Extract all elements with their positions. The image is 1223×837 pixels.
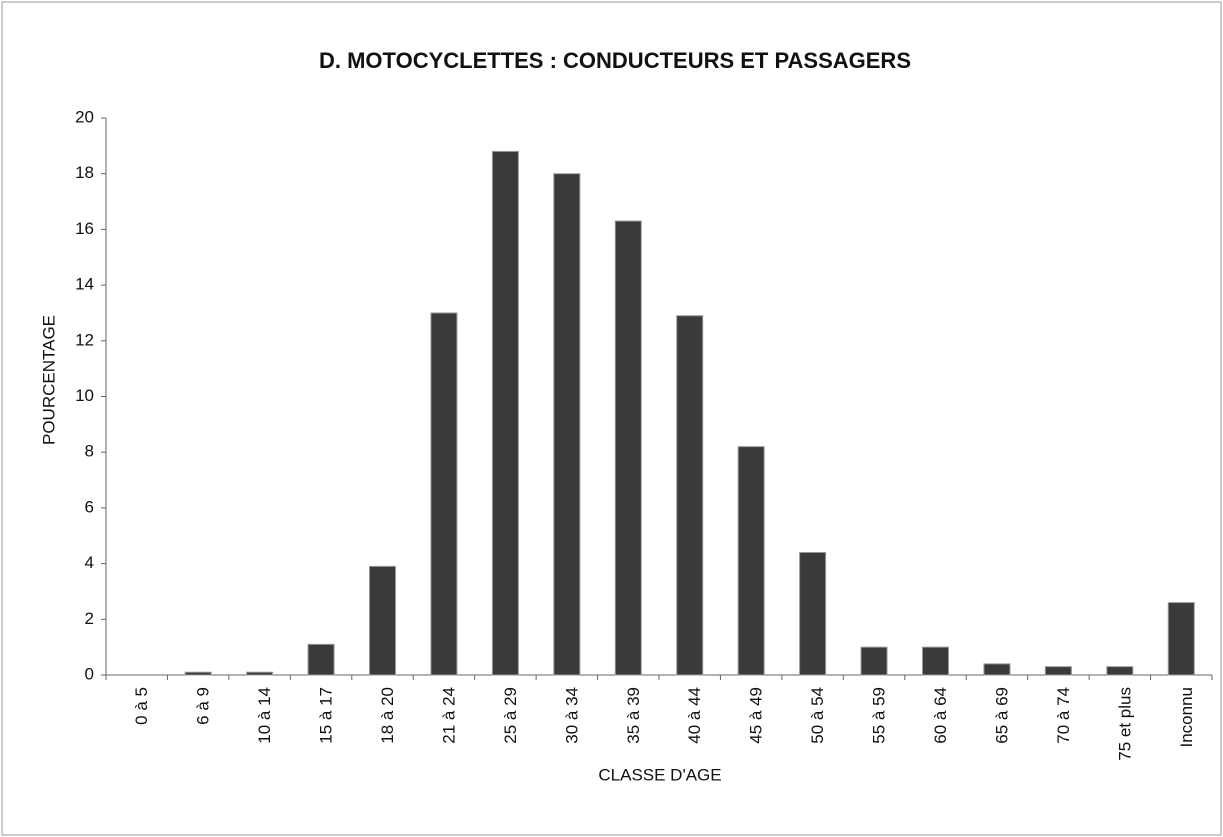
y-tick-label: 20	[75, 107, 94, 126]
bar	[676, 315, 704, 676]
bar	[922, 646, 949, 676]
x-tick-label: 6 à 9	[194, 687, 213, 725]
bar	[246, 671, 274, 676]
bar	[614, 220, 642, 676]
y-tick-label: 16	[75, 219, 94, 238]
y-tick-label: 18	[75, 163, 94, 182]
bar	[1167, 602, 1195, 676]
chart-title: D. MOTOCYCLETTES : CONDUCTEURS ET PASSAG…	[319, 48, 911, 73]
x-tick-label: 0 à 5	[132, 687, 151, 725]
bar	[430, 312, 458, 676]
x-tick-label: 60 à 64	[931, 687, 950, 744]
y-axis-title: POURCENTAGE	[39, 315, 58, 445]
bar	[307, 643, 335, 676]
y-tick-label: 8	[85, 442, 94, 461]
bar	[737, 446, 765, 676]
x-tick-label: 10 à 14	[255, 687, 274, 744]
bar	[860, 646, 888, 676]
bar	[184, 671, 212, 676]
x-tick-label: 65 à 69	[992, 687, 1011, 744]
x-tick-label: 15 à 17	[317, 687, 336, 744]
bar	[553, 173, 581, 676]
x-axis-title: CLASSE D'AGE	[598, 765, 721, 784]
y-tick-label: 12	[75, 330, 94, 349]
x-tick-label: 45 à 49	[747, 687, 766, 744]
x-tick-label: 50 à 54	[808, 687, 827, 744]
y-tick-label: 4	[85, 553, 94, 572]
bar	[1044, 666, 1072, 676]
y-tick-label: 0	[85, 664, 94, 683]
bar	[983, 663, 1011, 676]
x-tick-label: 30 à 34	[562, 687, 581, 744]
x-tick-label: 75 et plus	[1115, 687, 1134, 761]
x-tick-label: 40 à 44	[685, 687, 704, 744]
bar	[1106, 666, 1134, 676]
y-tick-label: 6	[85, 497, 94, 516]
y-tick-label: 2	[85, 609, 94, 628]
y-tick-label: 10	[75, 386, 94, 405]
bar	[799, 551, 827, 676]
x-tick-label: 25 à 29	[501, 687, 520, 744]
x-tick-label: 35 à 39	[624, 687, 643, 744]
y-tick-label: 14	[75, 275, 94, 294]
x-tick-label: 21 à 24	[439, 687, 458, 744]
bar	[491, 150, 519, 676]
x-tick-label: 18 à 20	[378, 687, 397, 744]
x-tick-label: Inconnu	[1177, 687, 1196, 748]
x-tick-label: 55 à 59	[870, 687, 889, 744]
x-tick-label: 70 à 74	[1054, 687, 1073, 744]
bar	[369, 565, 396, 676]
